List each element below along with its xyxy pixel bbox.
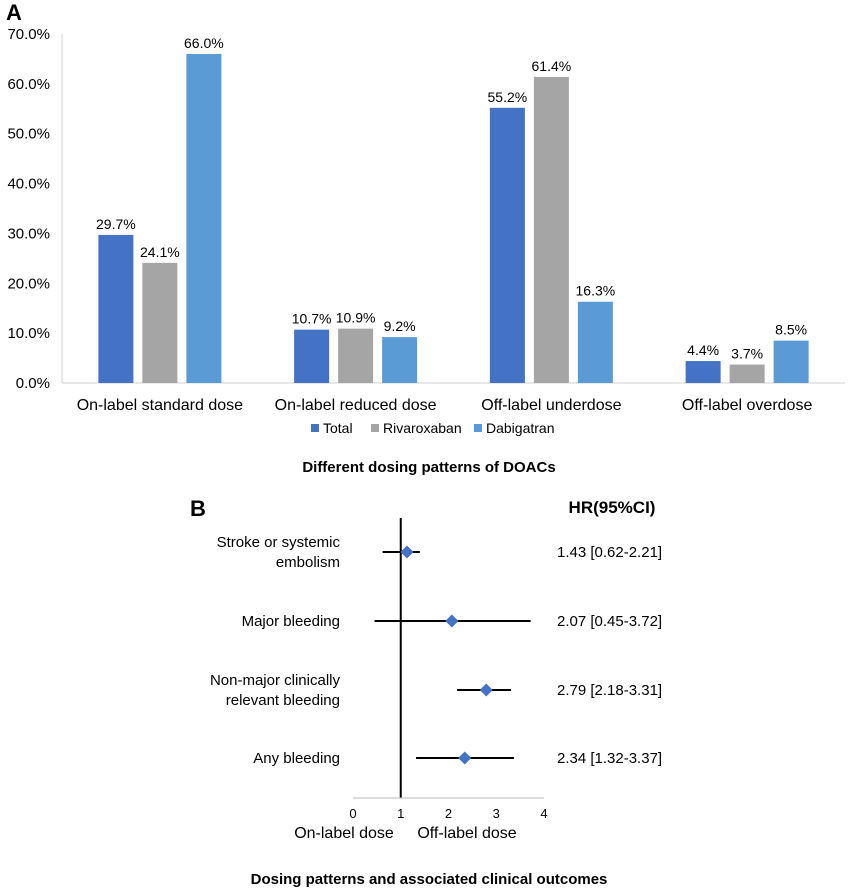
- data-label: 8.5%: [775, 322, 807, 338]
- bar-total: [685, 361, 721, 383]
- panel-b-letter: B: [190, 496, 206, 521]
- bar-dabigatran: [186, 53, 222, 383]
- bar-dabigatran: [577, 301, 613, 383]
- data-label: 3.7%: [731, 346, 763, 362]
- x-tick-label: 1: [397, 806, 404, 821]
- legend-label: Dabigatran: [486, 420, 555, 436]
- category-label: On-label reduced dose: [275, 397, 437, 414]
- y-tick-label: 70.0%: [7, 26, 50, 43]
- bar-rivaroxaban: [142, 262, 178, 383]
- bar-dabigatran: [382, 337, 418, 383]
- category-label: On-label standard dose: [77, 397, 243, 414]
- outcome-label: relevant bleeding: [226, 692, 340, 709]
- outcome-label: Non-major clinically: [210, 672, 341, 689]
- hr-marker: [479, 683, 493, 697]
- legend-swatch-total: [311, 424, 319, 432]
- data-label: 66.0%: [184, 35, 224, 51]
- y-tick-label: 0.0%: [16, 375, 50, 392]
- off-label-direction-label: Off-label dose: [417, 825, 516, 842]
- bar-dabigatran: [773, 340, 809, 383]
- y-tick-label: 60.0%: [7, 76, 50, 93]
- data-label: 61.4%: [532, 58, 572, 74]
- data-label: 29.7%: [96, 216, 136, 232]
- y-tick-label: 10.0%: [7, 325, 50, 342]
- category-label: Off-label overdose: [682, 397, 813, 414]
- data-label: 9.2%: [384, 318, 416, 334]
- data-label: 10.9%: [336, 310, 376, 326]
- outcome-label: Stroke or systemic: [217, 534, 341, 551]
- y-tick-label: 30.0%: [7, 225, 50, 242]
- bar-rivaroxaban: [533, 76, 569, 384]
- hr-marker: [400, 545, 414, 559]
- y-tick-label: 50.0%: [7, 126, 50, 143]
- data-label: 24.1%: [140, 244, 180, 260]
- data-label: 16.3%: [576, 283, 616, 299]
- legend-swatch-rivaroxaban: [371, 424, 379, 432]
- hr-value: 2.07 [0.45-3.72]: [557, 613, 662, 630]
- forest-plot: 0 1 2 3 4 Stroke or systemic embolism 1.43 [0.6…: [210, 518, 662, 821]
- bar-rivaroxaban: [729, 364, 765, 383]
- data-label: 4.4%: [687, 342, 719, 358]
- hr-marker: [445, 614, 459, 628]
- x-tick-label: 3: [493, 806, 500, 821]
- category-label: Off-label underdose: [481, 397, 621, 414]
- legend-label: Total: [323, 420, 353, 436]
- on-label-direction-label: On-label dose: [294, 825, 394, 842]
- data-label: 10.7%: [292, 311, 332, 327]
- forest-plot-title: Dosing patterns and associated clinical …: [251, 871, 608, 888]
- panel-a-letter: A: [6, 0, 22, 25]
- bar-chart: 0.0% 10.0% 20.0% 30.0% 40.0% 50.0% 60.0% 70.0% 2…: [7, 26, 845, 436]
- data-label: 55.2%: [488, 89, 528, 105]
- bar-total: [294, 329, 330, 383]
- hr-value: 2.79 [2.18-3.31]: [557, 682, 662, 699]
- x-tick-label: 2: [445, 806, 452, 821]
- bar-rivaroxaban: [338, 328, 374, 383]
- outcome-label: embolism: [276, 554, 340, 571]
- legend-swatch-dabigatran: [474, 424, 482, 432]
- outcome-label: Any bleeding: [253, 750, 340, 767]
- y-tick-label: 20.0%: [7, 275, 50, 292]
- hr-marker: [458, 751, 472, 765]
- x-tick-label: 0: [349, 806, 356, 821]
- bar-total: [98, 234, 134, 383]
- hr-header: HR(95%CI): [569, 498, 656, 517]
- bar-chart-title: Different dosing patterns of DOACs: [302, 459, 555, 476]
- legend-label: Rivaroxaban: [383, 420, 462, 436]
- bar-total: [489, 107, 525, 383]
- hr-value: 1.43 [0.62-2.21]: [557, 544, 662, 561]
- outcome-label: Major bleeding: [242, 613, 340, 630]
- hr-value: 2.34 [1.32-3.37]: [557, 750, 662, 767]
- y-tick-label: 40.0%: [7, 176, 50, 193]
- x-tick-label: 4: [540, 806, 547, 821]
